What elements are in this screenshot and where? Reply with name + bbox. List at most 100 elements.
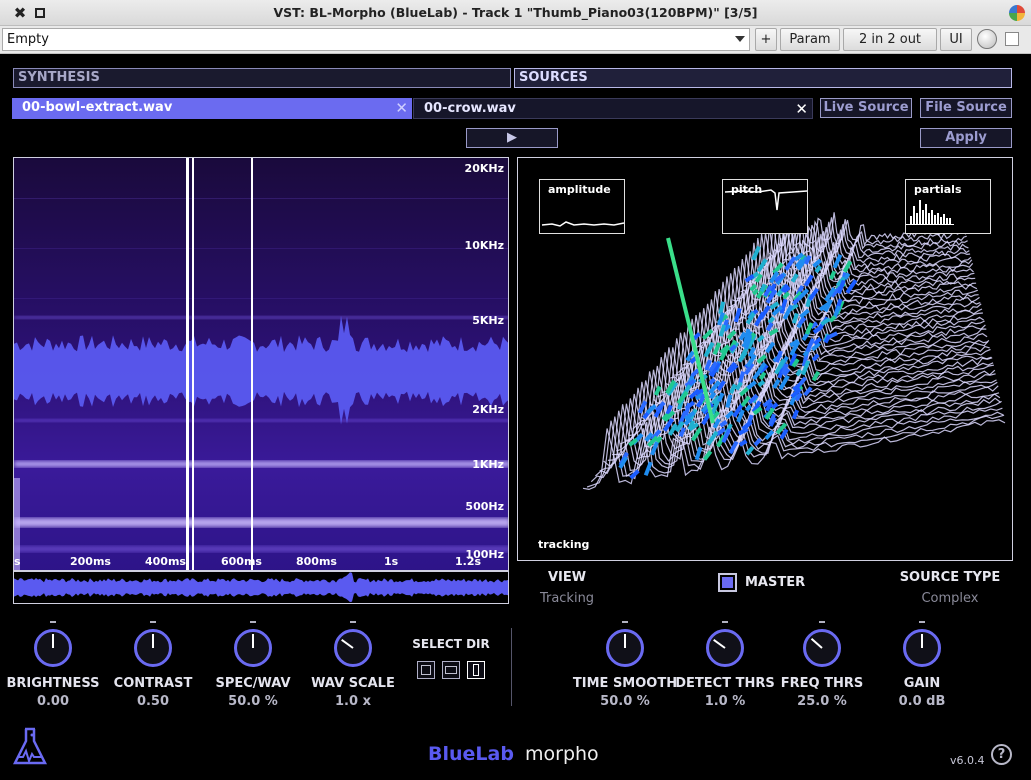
- select-dir-horizontal-button[interactable]: [442, 661, 460, 679]
- knob-indicator: [624, 634, 626, 648]
- tracking-3d-view[interactable]: amplitude pitch partials tracking: [517, 157, 1013, 561]
- knob-indicator: [341, 638, 354, 649]
- view-label: VIEW: [547, 570, 587, 585]
- time-tick-label: 800ms: [296, 555, 337, 568]
- knob-tick-marks: [722, 621, 728, 623]
- freq-thrs-knob[interactable]: [803, 629, 841, 667]
- frequency-tick-label: 5KHz: [472, 314, 504, 327]
- apply-button[interactable]: Apply: [920, 128, 1012, 148]
- select-dir-label: SELECT DIR: [412, 637, 490, 651]
- window-titlebar: ✖ VST: BL-Morpho (BlueLab) - Track 1 "Th…: [0, 0, 1031, 26]
- play-button[interactable]: ▶: [466, 128, 558, 148]
- file-source-button[interactable]: File Source: [920, 98, 1012, 118]
- add-preset-button[interactable]: +: [755, 28, 777, 51]
- waveform-overview[interactable]: [13, 571, 509, 604]
- source-type-value[interactable]: Complex: [921, 591, 979, 606]
- select-dir-both-button[interactable]: [417, 661, 435, 679]
- file-tab-2[interactable]: 00-crow.wav ✕: [413, 98, 813, 119]
- knob-indicator: [921, 634, 923, 648]
- knob-tick-marks: [622, 621, 628, 623]
- view-value[interactable]: Tracking: [539, 591, 595, 606]
- knob-tick-marks: [250, 621, 256, 623]
- frequency-tick-label: 1KHz: [472, 458, 504, 471]
- time-tick-label: s: [14, 555, 21, 568]
- master-checkbox[interactable]: [718, 573, 737, 592]
- host-knob[interactable]: [977, 29, 997, 49]
- knob-tick-marks: [50, 621, 56, 623]
- chevron-down-icon: [735, 36, 745, 42]
- knob-label: FREQ THRS: [780, 676, 864, 691]
- knob-value: 50.0 %: [228, 694, 278, 709]
- knob-tick-marks: [819, 621, 825, 623]
- gain-knob[interactable]: [903, 629, 941, 667]
- help-button[interactable]: ?: [991, 744, 1012, 765]
- close-icon[interactable]: ✕: [795, 100, 808, 118]
- knob-indicator: [252, 634, 254, 648]
- close-icon[interactable]: ✖: [13, 4, 27, 22]
- frequency-tick-label: 20KHz: [464, 162, 504, 175]
- partials-bars: [906, 200, 954, 225]
- square-icon: [421, 665, 431, 675]
- knob-value: 1.0 x: [335, 694, 371, 709]
- section-divider: [511, 628, 512, 706]
- maximize-icon[interactable]: [35, 8, 45, 18]
- knob-label: GAIN: [903, 676, 941, 691]
- param-button[interactable]: Param: [780, 28, 840, 51]
- knob-indicator: [713, 638, 726, 649]
- knob-label: SPEC/WAV: [215, 676, 291, 691]
- io-button[interactable]: 2 in 2 out: [843, 28, 937, 51]
- time-tick-label: 600ms: [221, 555, 262, 568]
- knob-tick-marks: [350, 621, 356, 623]
- master-label: MASTER: [745, 575, 806, 590]
- live-source-button[interactable]: Live Source: [820, 98, 912, 118]
- knob-value: 50.0 %: [600, 694, 650, 709]
- knob-value: 0.0 dB: [898, 694, 946, 709]
- flask-logo-icon: [12, 727, 48, 765]
- knob-value: 25.0 %: [797, 694, 847, 709]
- ui-button[interactable]: UI: [940, 28, 972, 51]
- knob-indicator: [52, 634, 54, 648]
- mini-graph-amplitude: amplitude: [539, 179, 625, 234]
- knob-value: 1.0 %: [704, 694, 746, 709]
- time-smooth-knob[interactable]: [606, 629, 644, 667]
- preset-select[interactable]: Empty: [2, 28, 750, 51]
- mini-graph-label: pitch: [731, 183, 763, 196]
- brightness-knob[interactable]: [34, 629, 72, 667]
- knob-indicator: [810, 637, 823, 649]
- file-tab-1-label: 00-bowl-extract.wav: [22, 100, 173, 115]
- view-caption: tracking: [538, 538, 590, 551]
- pitch-curve: [724, 189, 808, 211]
- knob-label: DETECT THRS: [675, 676, 775, 691]
- tab-sources[interactable]: SOURCES: [514, 68, 1012, 88]
- host-toolbar: Empty + Param 2 in 2 out UI: [0, 26, 1031, 54]
- version-label: v6.0.4: [950, 754, 985, 767]
- knob-tick-marks: [919, 621, 925, 623]
- overview-graphic: [14, 572, 508, 603]
- app-logo-icon: [1009, 5, 1025, 21]
- product-name: morpho: [525, 743, 599, 765]
- source-type-label: SOURCE TYPE: [899, 570, 1001, 585]
- vertical-rect-icon: [473, 664, 479, 676]
- checkbox-fill: [722, 577, 733, 588]
- wav-scale-knob[interactable]: [334, 629, 372, 667]
- knob-value: 0.00: [36, 694, 70, 709]
- mini-graph-partials: partials: [905, 179, 991, 234]
- spectrogram-graphic: [14, 158, 508, 570]
- frequency-tick-label: 500Hz: [465, 500, 504, 513]
- close-icon[interactable]: ✕: [395, 99, 408, 117]
- file-tab-2-label: 00-crow.wav: [424, 101, 516, 116]
- time-tick-label: 1s: [384, 555, 399, 568]
- time-tick-label: 1.2s: [455, 555, 482, 568]
- tracking-graphic: [582, 201, 1006, 491]
- host-checkbox[interactable]: [1005, 32, 1019, 46]
- detect-thrs-knob[interactable]: [706, 629, 744, 667]
- contrast-knob[interactable]: [134, 629, 172, 667]
- brand-name: BlueLab: [428, 743, 514, 765]
- spec-wav-knob[interactable]: [234, 629, 272, 667]
- spectrogram-view[interactable]: 20KHz 10KHz 5KHz 2KHz 1KHz 500Hz 100Hz s 200ms 4…: [13, 157, 509, 571]
- select-dir-vertical-button[interactable]: [467, 661, 485, 679]
- knob-indicator: [152, 634, 154, 648]
- tab-synthesis[interactable]: SYNTHESIS: [13, 68, 511, 88]
- time-tick-label: 200ms: [70, 555, 111, 568]
- file-tab-1[interactable]: 00-bowl-extract.wav ✕: [12, 98, 412, 119]
